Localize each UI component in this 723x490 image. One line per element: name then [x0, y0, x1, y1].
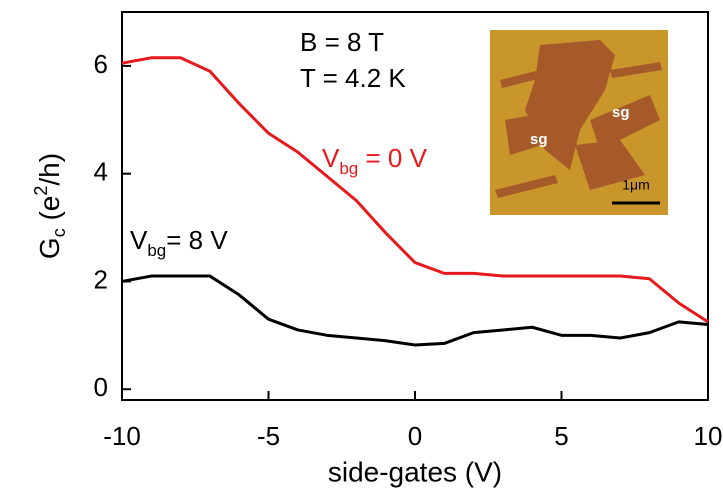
- inset-label: sg: [530, 131, 548, 148]
- series-label: Vbg= 8 V: [130, 225, 228, 261]
- label-part: = 8 V: [166, 225, 228, 255]
- inset-label: sg: [612, 104, 630, 121]
- label-part: bg: [147, 241, 166, 260]
- label-part: c: [49, 228, 69, 237]
- label-part: 2: [31, 186, 51, 196]
- y-axis-label: Gc (e2/h): [31, 153, 69, 259]
- series-label: Vbg = 0 V: [322, 143, 428, 179]
- x-tick-label: 10: [694, 421, 723, 451]
- y-tick-label: 6: [94, 49, 108, 79]
- label-part: V: [322, 143, 340, 173]
- inset-scale-label: 1μm: [622, 177, 650, 193]
- x-tick-label: -5: [257, 421, 280, 451]
- y-tick-label: 2: [94, 264, 108, 294]
- series-line: [122, 276, 708, 345]
- x-tick-label: -10: [103, 421, 141, 451]
- label-part: V: [130, 225, 148, 255]
- y-tick-label: 4: [94, 157, 108, 187]
- label-part: /h): [34, 153, 65, 186]
- label-part: = 0 V: [358, 143, 427, 173]
- label-part: (e: [34, 196, 65, 229]
- x-tick-label: 5: [554, 421, 568, 451]
- y-tick-label: 0: [94, 372, 108, 402]
- label-part: bg: [339, 159, 358, 178]
- x-tick-label: 0: [408, 421, 422, 451]
- annotation: B = 8 T: [300, 27, 384, 57]
- inset-image: sg sg 1μm: [490, 30, 668, 215]
- annotation: T = 4.2 K: [300, 63, 406, 93]
- chart: B = 8 T T = 4.2 K sg sg 1μm -10 -5 0 5 10 0 2 4…: [0, 0, 723, 490]
- label-part: G: [34, 237, 65, 259]
- x-axis-label: side-gates (V): [328, 456, 502, 487]
